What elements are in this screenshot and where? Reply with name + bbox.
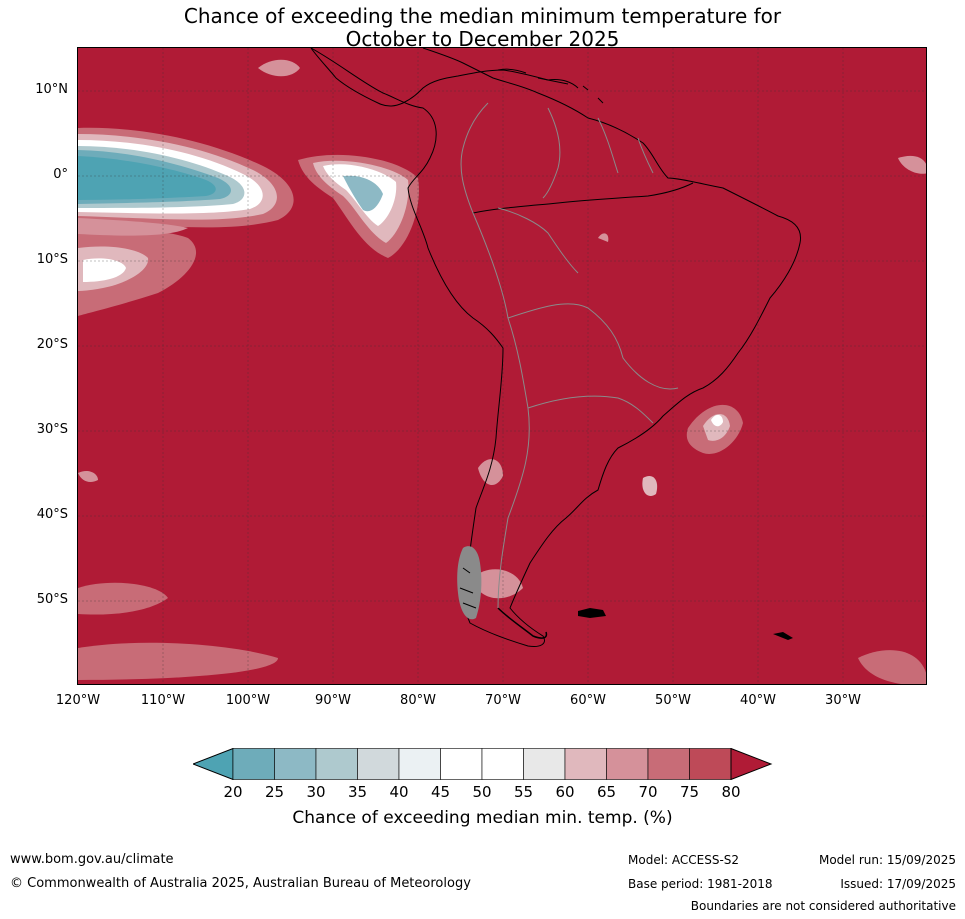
graticule [78, 48, 926, 684]
lat-label-50s: 50°S [36, 592, 68, 607]
cool-anomaly-tropical-south [78, 218, 197, 316]
colorbar-segment [398, 748, 441, 780]
colorbar-segment [274, 748, 317, 780]
map-panel [77, 47, 927, 685]
footer-base-period: Base period: 1981-2018 [628, 877, 773, 891]
lon-label-80w: 80°W [400, 693, 436, 708]
lon-label-40w: 40°W [740, 693, 776, 708]
patagonia-fjords-outline [459, 567, 477, 609]
lon-label-60w: 60°W [570, 693, 606, 708]
colorbar-segment [232, 748, 275, 780]
country-borders [460, 102, 679, 609]
lon-label-30w: 30°W [825, 693, 861, 708]
colorbar-tick-label: 80 [721, 783, 741, 801]
colorbar-tick-label: 60 [555, 783, 575, 801]
lat-label-20s: 20°S [36, 337, 68, 352]
colorbar-tick-label: 75 [679, 783, 700, 801]
lon-label-120w: 120°W [55, 693, 101, 708]
colorbar-label: Chance of exceeding median min. temp. (%… [292, 808, 673, 828]
colorbar-tick-label: 25 [264, 783, 285, 801]
falkland-islands [578, 608, 606, 618]
lon-label-50w: 50°W [655, 693, 691, 708]
cool-anomaly-pacific [78, 127, 294, 228]
coastline-tierra-del-fuego [497, 607, 548, 639]
lon-label-110w: 110°W [140, 693, 186, 708]
colorbar-segment [689, 748, 732, 780]
footer-model-run: Model run: 15/09/2025 [818, 853, 956, 867]
colorbar-segment [440, 748, 483, 780]
lat-label-30s: 30°S [36, 422, 68, 437]
footer-issued: Issued: 17/09/2025 [840, 877, 956, 891]
colorbar-tick-label: 30 [306, 783, 326, 801]
lon-label-70w: 70°W [485, 693, 521, 708]
colorbar-segment [481, 748, 524, 780]
lon-label-100w: 100°W [225, 693, 271, 708]
colorbar-tick-label: 35 [347, 783, 368, 801]
footer-website: www.bom.gov.au/climate [10, 852, 174, 867]
title-line-2: October to December 2025 [345, 27, 620, 51]
colorbar-tick-label: 40 [389, 783, 409, 801]
colorbar-tick-label: 70 [638, 783, 658, 801]
coastline-caribbean-islands [497, 68, 604, 104]
cool-anomaly-galapagos [298, 154, 419, 258]
footer-copyright: © Commonwealth of Australia 2025, Austra… [10, 876, 471, 891]
colorbar-max-extend [730, 748, 773, 780]
south-georgia [773, 632, 793, 640]
colorbar-tick-label: 45 [430, 783, 451, 801]
lat-label-10n: 10°N [35, 82, 68, 97]
colorbar-tick-label: 65 [596, 783, 617, 801]
map-canvas [78, 48, 926, 684]
colorbar-segment [564, 748, 607, 780]
amazon-river [472, 182, 694, 214]
cool-anomaly-patches [78, 59, 926, 684]
title-line-1: Chance of exceeding the median minimum t… [183, 4, 782, 28]
coastline-south-america [310, 48, 802, 647]
colorbar-tick-label: 50 [472, 783, 492, 801]
map-title: Chance of exceeding the median minimum t… [0, 5, 965, 51]
colorbar-segment [647, 748, 690, 780]
coastline-central-america [310, 48, 579, 107]
patagonia-fjords [457, 546, 482, 620]
colorbar [193, 748, 773, 780]
colorbar-segment [357, 748, 400, 780]
lat-label-0: 0° [53, 167, 68, 182]
footer-disclaimer: Boundaries are not considered authoritat… [690, 899, 956, 913]
colorbar-tick-label: 55 [513, 783, 534, 801]
colorbar-segment [315, 748, 358, 780]
footer-model: Model: ACCESS-S2 [628, 853, 740, 867]
colorbar-segment [523, 748, 566, 780]
colorbar-min-extend [193, 748, 234, 780]
lat-label-40s: 40°S [36, 507, 68, 522]
colorbar-tick-label: 20 [223, 783, 243, 801]
colorbar-segment [606, 748, 649, 780]
lat-label-10s: 10°S [36, 252, 68, 267]
lon-label-90w: 90°W [315, 693, 351, 708]
